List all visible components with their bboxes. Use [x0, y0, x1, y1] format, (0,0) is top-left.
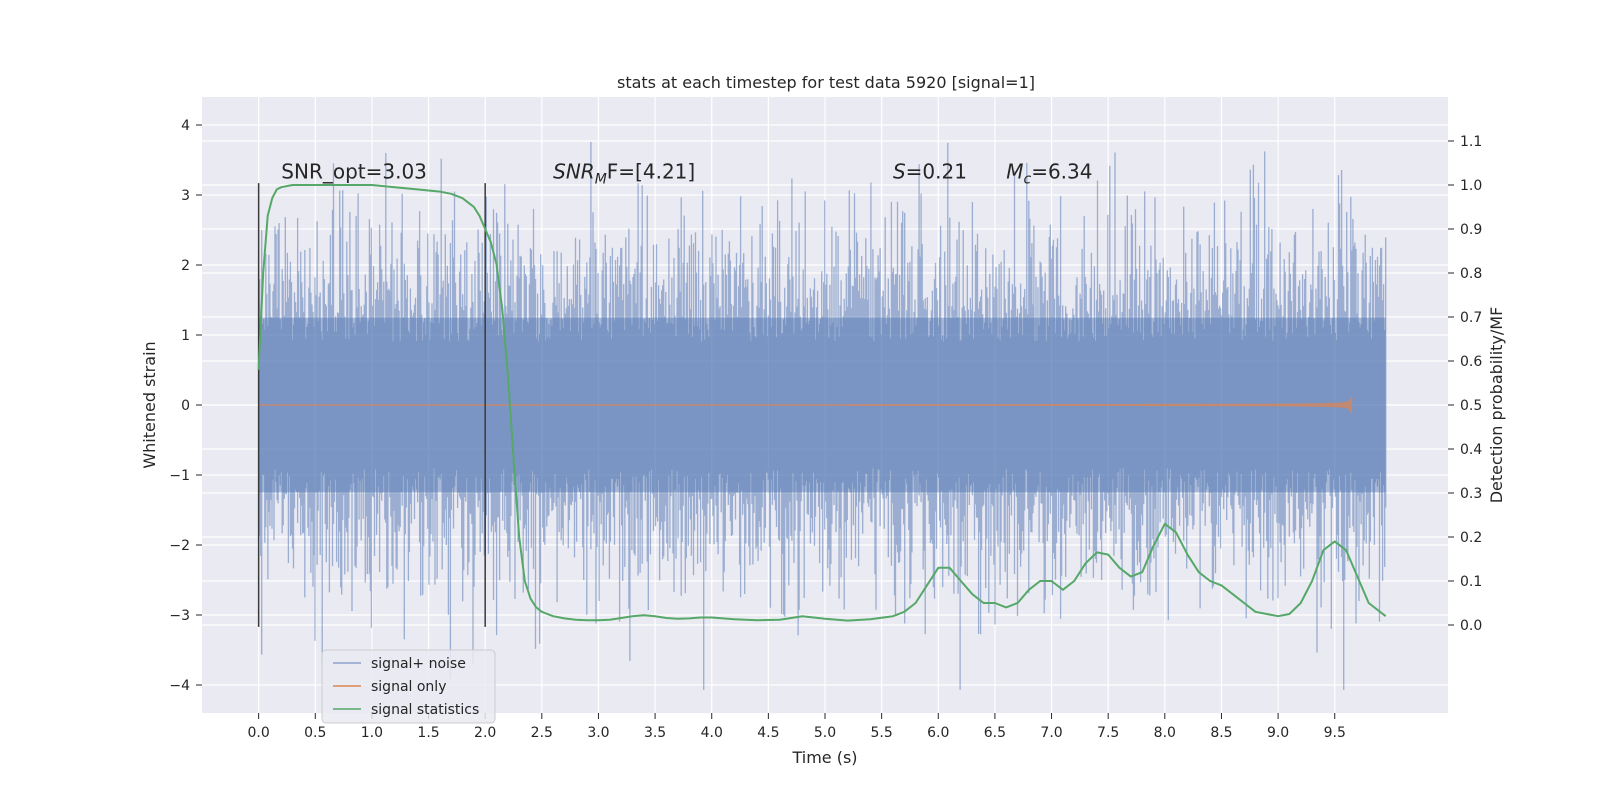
- x-tick-label: 6.0: [927, 725, 949, 741]
- stats-line: [257, 184, 1387, 622]
- x-tick-label: 3.5: [644, 725, 666, 741]
- x-tick-label: 7.5: [1097, 725, 1119, 741]
- x-tick-label: 7.0: [1040, 725, 1062, 741]
- y-tick-label: 3: [181, 188, 190, 204]
- x-tick-label: 9.5: [1324, 725, 1346, 741]
- x-tick-label: 0.0: [248, 725, 270, 741]
- annotation-text: Mc=6.34: [1006, 159, 1092, 187]
- chart-title: stats at each timestep for test data 592…: [617, 73, 1035, 92]
- x-tick-label: 3.0: [587, 725, 609, 741]
- y2-tick-label: 0.3: [1460, 486, 1482, 502]
- y2-tick-label: 0.5: [1460, 398, 1482, 414]
- legend-label-noise: signal+ noise: [371, 656, 466, 672]
- x-tick-label: 0.5: [304, 725, 326, 741]
- y2-tick-label: 0.4: [1460, 442, 1482, 458]
- signal-only-series: [258, 395, 1353, 415]
- y-tick-label: 0: [181, 398, 190, 414]
- y-tick-label: −2: [169, 538, 190, 554]
- y2-axis-label: Detection probability/MF: [1487, 307, 1506, 504]
- x-tick-label: 1.5: [417, 725, 439, 741]
- segment-markers: [257, 183, 486, 627]
- x-tick-label: 1.0: [361, 725, 383, 741]
- y-tick-label: −4: [169, 678, 190, 694]
- signal-statistics-series: [257, 184, 1387, 622]
- annotation-text: SNR_opt=3.03: [281, 159, 427, 183]
- annotation-text: SNRMF=[4.21]: [553, 159, 695, 187]
- y2-tick-label: 0.8: [1460, 266, 1482, 282]
- y-axis-ticks: 4 3 2 1 0 −1 −2 −3 −4: [169, 118, 202, 694]
- y2-tick-label: 1.0: [1460, 178, 1482, 194]
- annotation-text: S=0.21: [893, 159, 967, 183]
- y2-tick-label: 1.1: [1460, 134, 1482, 150]
- legend: signal+ noise signal only signal statist…: [321, 649, 496, 724]
- y-tick-label: 4: [181, 118, 190, 134]
- y-tick-label: −3: [169, 608, 190, 624]
- y2-tick-label: 0.0: [1460, 618, 1482, 634]
- x-tick-label: 5.0: [814, 725, 836, 741]
- x-tick-label: 2.5: [531, 725, 553, 741]
- legend-label-stats: signal statistics: [371, 702, 479, 718]
- x-tick-label: 8.5: [1210, 725, 1232, 741]
- x-tick-label: 6.5: [984, 725, 1006, 741]
- chirp-envelope: [258, 395, 1353, 415]
- y2-tick-label: 0.6: [1460, 354, 1482, 370]
- x-tick-label: 9.0: [1267, 725, 1289, 741]
- y2-tick-label: 0.7: [1460, 310, 1482, 326]
- y-tick-label: 2: [181, 258, 190, 274]
- x-tick-label: 2.0: [474, 725, 496, 741]
- x-tick-label: 8.0: [1154, 725, 1176, 741]
- x-axis-label: Time (s): [791, 748, 857, 767]
- y2-axis-ticks: 1.1 1.0 0.9 0.8 0.7 0.6 0.5 0.4 0.3 0.2 0.1 0.0: [1448, 134, 1482, 634]
- x-tick-label: 4.0: [701, 725, 723, 741]
- legend-label-signal: signal only: [371, 679, 446, 695]
- y-tick-label: −1: [169, 468, 190, 484]
- x-tick-label: 5.5: [871, 725, 893, 741]
- y-axis-label: Whitened strain: [140, 341, 159, 468]
- x-tick-label: 4.5: [757, 725, 779, 741]
- annotations: SNR_opt=3.03 SNRMF=[4.21] S=0.21 Mc=6.34: [281, 159, 1092, 187]
- legend-box: [321, 649, 496, 724]
- y2-tick-label: 0.1: [1460, 574, 1482, 590]
- y2-tick-label: 0.2: [1460, 530, 1482, 546]
- y2-tick-label: 0.9: [1460, 222, 1482, 238]
- y-tick-label: 1: [181, 328, 190, 344]
- x-axis-ticks: 0.0 0.5 1.0 1.5 2.0 2.5 3.0 3.5 4.0 4.5 5.0 5.5 6.0 6…: [248, 713, 1346, 741]
